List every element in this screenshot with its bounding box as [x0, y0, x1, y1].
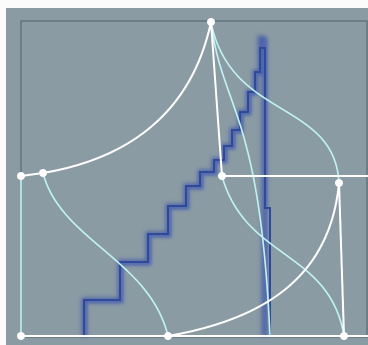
node-left-inner: [39, 169, 47, 177]
node-top: [207, 18, 215, 26]
staircase-line: [83, 47, 271, 336]
node-left-outer: [17, 172, 25, 180]
white-curves: [20, 21, 368, 337]
cyan-curves: [20, 21, 345, 337]
node-bottom-mid: [164, 332, 172, 340]
nodes: [17, 18, 348, 340]
white-vertical-right: [338, 182, 345, 337]
cyan-s-curve-top: [210, 21, 340, 184]
white-arc-left: [20, 21, 212, 177]
cyan-s-curve-mid: [210, 21, 271, 337]
white-vertical-center: [210, 21, 223, 177]
node-bottom-right: [340, 332, 348, 340]
node-bottom-left: [17, 332, 25, 340]
node-right: [335, 179, 343, 187]
cyan-s-curve-left: [42, 172, 169, 337]
cyan-s-curve-bottom: [221, 175, 345, 337]
node-center: [218, 172, 226, 180]
white-arc-right: [167, 182, 340, 337]
